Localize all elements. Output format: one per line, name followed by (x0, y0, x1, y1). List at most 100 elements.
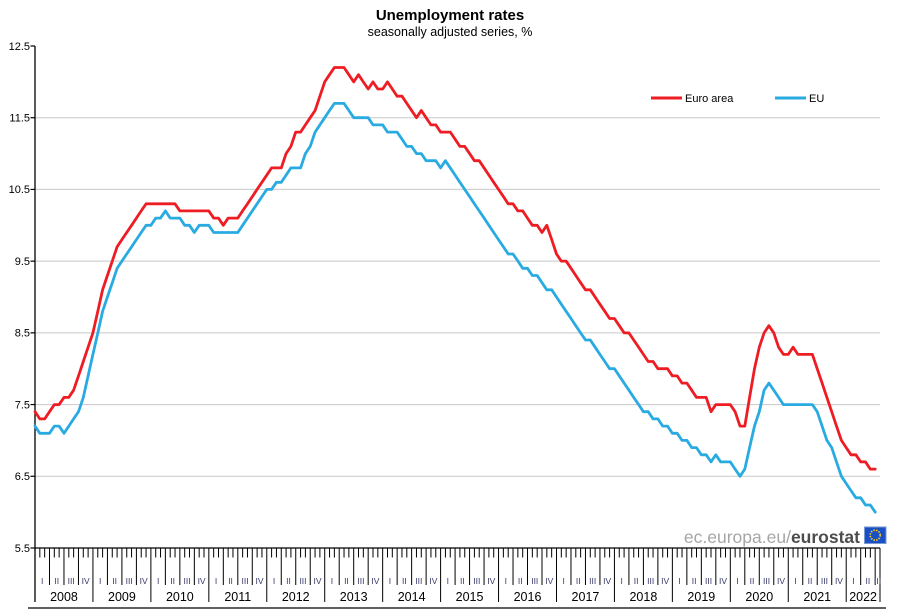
y-axis-label: 12.5 (9, 41, 30, 53)
chart-subtitle: seasonally adjusted series, % (368, 25, 533, 39)
quarter-label: I (273, 576, 275, 586)
quarter-label: III (763, 576, 770, 586)
year-label: 2017 (572, 590, 600, 604)
year-label: 2009 (108, 590, 136, 604)
quarter-label: I (99, 576, 101, 586)
axis-labels: 5.56.57.58.59.510.511.512.5I II III IV2008I… (9, 41, 882, 604)
quarter-label: II (634, 576, 639, 586)
quarter-label: IV (313, 576, 321, 586)
quarter-label: I (563, 576, 565, 586)
eurostat-watermark: ec.europa.eu/eurostat (684, 526, 887, 547)
y-axis-label: 7.5 (15, 399, 30, 411)
quarter-label: IV (82, 576, 90, 586)
quarter-label: IV (140, 576, 148, 586)
eu-flag-stars-circle (869, 529, 882, 542)
quarter-label: II (344, 576, 349, 586)
legend-eu-label: EU (809, 93, 824, 105)
quarter-label: II (518, 576, 523, 586)
quarter-label: I (215, 576, 217, 586)
y-axis-label: 5.5 (15, 543, 30, 555)
quarter-label: I (157, 576, 159, 586)
watermark-url-prefix: ec.europa.eu/ (684, 527, 791, 547)
quarter-label: IV (429, 576, 437, 586)
quarter-label: IV (777, 576, 785, 586)
quarter-label: III (821, 576, 828, 586)
y-axis-label: 6.5 (15, 471, 30, 483)
y-axis-label: 8.5 (15, 328, 30, 340)
axis-ticks (30, 45, 881, 602)
quarter-label: IV (835, 576, 843, 586)
y-axis-label: 9.5 (15, 256, 30, 268)
quarter-label: II (112, 576, 117, 586)
quarter-label: III (874, 576, 881, 586)
quarter-label: III (184, 576, 191, 586)
quarter-label: IV (371, 576, 379, 586)
eu-flag-background (864, 526, 887, 544)
quarter-label: IV (487, 576, 495, 586)
gridlines (35, 117, 880, 477)
year-label: 2016 (514, 590, 542, 604)
quarter-label: I (331, 576, 333, 586)
series-line-euro-area (33, 66, 877, 471)
quarter-label: III (357, 576, 364, 586)
quarter-label: II (750, 576, 755, 586)
quarter-label: II (228, 576, 233, 586)
year-label: 2012 (282, 590, 310, 604)
quarter-label: I (794, 576, 796, 586)
chart-title: Unemployment rates (376, 7, 524, 24)
year-label: 2022 (849, 590, 877, 604)
quarter-label: IV (198, 576, 206, 586)
quarter-label: III (415, 576, 422, 586)
quarter-label: II (170, 576, 175, 586)
quarter-label: III (531, 576, 538, 586)
legend: Euro area EU (651, 93, 824, 105)
quarter-label: II (808, 576, 813, 586)
year-label: 2018 (629, 590, 657, 604)
year-label: 2013 (340, 590, 368, 604)
quarter-label: II (692, 576, 697, 586)
year-label: 2011 (224, 590, 251, 604)
y-axis-label: 10.5 (9, 184, 30, 196)
quarter-label: III (589, 576, 596, 586)
watermark-brand: eurostat (791, 527, 860, 547)
quarter-label: III (473, 576, 480, 586)
quarter-label: I (852, 576, 854, 586)
quarter-label: II (54, 576, 59, 586)
quarter-label: IV (719, 576, 727, 586)
series-line-eu (33, 102, 877, 514)
quarter-label: III (705, 576, 712, 586)
quarter-label: IV (661, 576, 669, 586)
quarter-label: III (126, 576, 133, 586)
quarter-label: IV (545, 576, 553, 586)
eu-flag-icon (864, 526, 887, 544)
quarter-label: I (678, 576, 680, 586)
quarter-label: II (402, 576, 407, 586)
quarter-label: III (647, 576, 654, 586)
year-label: 2019 (687, 590, 715, 604)
quarter-label: I (447, 576, 449, 586)
quarter-label: I (505, 576, 507, 586)
year-label: 2015 (456, 590, 484, 604)
year-label: 2014 (398, 590, 426, 604)
watermark-text: ec.europa.eu/eurostat (684, 527, 860, 547)
quarter-label: II (576, 576, 581, 586)
year-label: 2021 (803, 590, 831, 604)
legend-euro-area-label: Euro area (685, 93, 734, 105)
data-series (33, 66, 877, 514)
quarter-label: I (736, 576, 738, 586)
quarter-label: IV (256, 576, 264, 586)
year-label: 2020 (745, 590, 773, 604)
quarter-label: I (41, 576, 43, 586)
quarter-label: II (460, 576, 465, 586)
year-label: 2010 (166, 590, 194, 604)
quarter-label: II (286, 576, 291, 586)
quarter-label: II (866, 576, 871, 586)
quarter-label: I (389, 576, 391, 586)
quarter-label: III (299, 576, 306, 586)
quarter-label: IV (603, 576, 611, 586)
quarter-label: III (241, 576, 248, 586)
year-label: 2008 (50, 590, 78, 604)
y-axis-label: 11.5 (9, 113, 30, 125)
